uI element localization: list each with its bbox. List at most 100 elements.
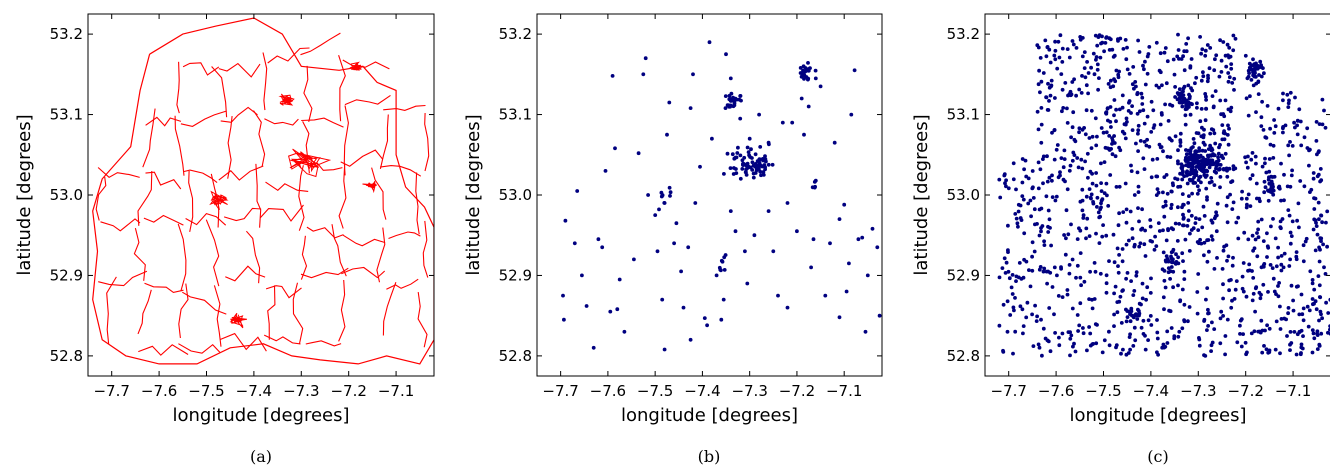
data-point bbox=[1256, 92, 1261, 96]
data-point bbox=[1039, 226, 1043, 230]
data-point bbox=[1232, 297, 1237, 301]
data-point bbox=[1180, 104, 1185, 109]
data-point bbox=[1255, 231, 1259, 235]
data-point bbox=[1077, 87, 1082, 92]
data-point bbox=[1036, 160, 1041, 165]
division-boundary bbox=[174, 115, 185, 176]
data-point bbox=[1108, 173, 1113, 177]
data-point bbox=[608, 309, 613, 314]
data-point bbox=[1081, 213, 1086, 218]
data-point bbox=[1323, 125, 1328, 130]
data-point bbox=[1263, 185, 1268, 190]
data-point bbox=[1207, 249, 1211, 254]
data-point bbox=[1131, 65, 1136, 69]
data-point bbox=[1261, 127, 1266, 132]
data-point bbox=[1213, 141, 1218, 146]
data-point bbox=[1315, 347, 1320, 351]
data-point bbox=[1262, 71, 1266, 76]
data-point bbox=[1200, 125, 1204, 130]
data-point bbox=[1226, 123, 1230, 128]
data-point bbox=[1248, 204, 1253, 209]
data-point bbox=[1134, 273, 1139, 278]
y-tick-label: 53.0 bbox=[499, 186, 532, 204]
data-point bbox=[1221, 248, 1226, 253]
data-point bbox=[1179, 57, 1184, 61]
data-point bbox=[1199, 107, 1204, 111]
data-point bbox=[1187, 148, 1192, 153]
data-point bbox=[1117, 253, 1121, 257]
data-point bbox=[1086, 71, 1091, 75]
data-point bbox=[657, 207, 661, 212]
data-point bbox=[813, 68, 818, 73]
data-point bbox=[1188, 65, 1193, 70]
data-point bbox=[1286, 143, 1291, 148]
data-point bbox=[837, 217, 842, 222]
y-tick-label: 53.1 bbox=[499, 106, 532, 124]
data-point bbox=[1065, 288, 1070, 292]
data-point bbox=[738, 116, 743, 121]
data-point bbox=[1115, 300, 1120, 304]
data-point bbox=[757, 157, 762, 162]
data-point bbox=[751, 175, 756, 180]
data-point bbox=[1286, 105, 1291, 109]
data-point bbox=[730, 152, 735, 157]
data-point bbox=[1082, 126, 1086, 130]
x-tick-label: −7.4 bbox=[236, 382, 272, 400]
data-point bbox=[1046, 230, 1051, 234]
data-point bbox=[1129, 279, 1133, 283]
data-point bbox=[1206, 311, 1210, 316]
data-point bbox=[1080, 208, 1085, 213]
data-point bbox=[1060, 109, 1064, 114]
data-point bbox=[856, 237, 861, 242]
data-point bbox=[1014, 279, 1018, 283]
data-point bbox=[1198, 119, 1203, 124]
data-point bbox=[1081, 331, 1086, 336]
data-point bbox=[1186, 319, 1190, 324]
data-point bbox=[1205, 259, 1210, 264]
data-point bbox=[1137, 244, 1142, 249]
data-point bbox=[1320, 220, 1324, 225]
division-boundary bbox=[341, 266, 386, 279]
data-point bbox=[742, 155, 747, 160]
data-point bbox=[1018, 304, 1023, 309]
data-point bbox=[1135, 111, 1140, 116]
data-point bbox=[1130, 128, 1135, 133]
data-point bbox=[1165, 154, 1170, 159]
x-tick-label: −7.3 bbox=[283, 382, 319, 400]
data-point bbox=[1192, 171, 1196, 176]
data-point bbox=[1269, 174, 1273, 179]
data-point bbox=[1176, 334, 1181, 339]
data-point bbox=[1150, 157, 1155, 162]
data-point bbox=[707, 40, 712, 45]
data-point bbox=[1095, 43, 1100, 48]
data-point bbox=[1196, 272, 1201, 276]
data-point bbox=[1229, 305, 1234, 310]
data-point bbox=[1177, 57, 1181, 61]
data-point bbox=[759, 163, 763, 168]
data-point bbox=[1232, 88, 1236, 92]
data-point bbox=[674, 221, 679, 226]
data-point bbox=[1278, 304, 1282, 309]
data-point bbox=[738, 94, 743, 98]
data-point bbox=[1292, 330, 1297, 334]
data-point bbox=[1109, 125, 1113, 129]
data-point bbox=[1288, 241, 1293, 246]
data-point bbox=[1141, 318, 1146, 323]
data-point bbox=[1217, 167, 1221, 172]
data-point bbox=[1302, 184, 1307, 189]
data-point bbox=[1005, 329, 1010, 334]
data-point bbox=[1279, 198, 1283, 203]
data-point bbox=[1136, 38, 1140, 43]
data-point bbox=[1132, 193, 1137, 197]
data-point bbox=[1121, 210, 1126, 215]
data-point bbox=[1095, 323, 1099, 327]
data-point bbox=[1031, 185, 1035, 190]
division-boundary bbox=[137, 170, 153, 226]
data-point bbox=[1087, 297, 1091, 301]
data-point bbox=[1301, 243, 1306, 248]
plot-area bbox=[561, 40, 882, 352]
data-point bbox=[823, 293, 828, 298]
data-point bbox=[1209, 349, 1213, 353]
data-point bbox=[1205, 79, 1210, 84]
data-point bbox=[1181, 215, 1186, 220]
